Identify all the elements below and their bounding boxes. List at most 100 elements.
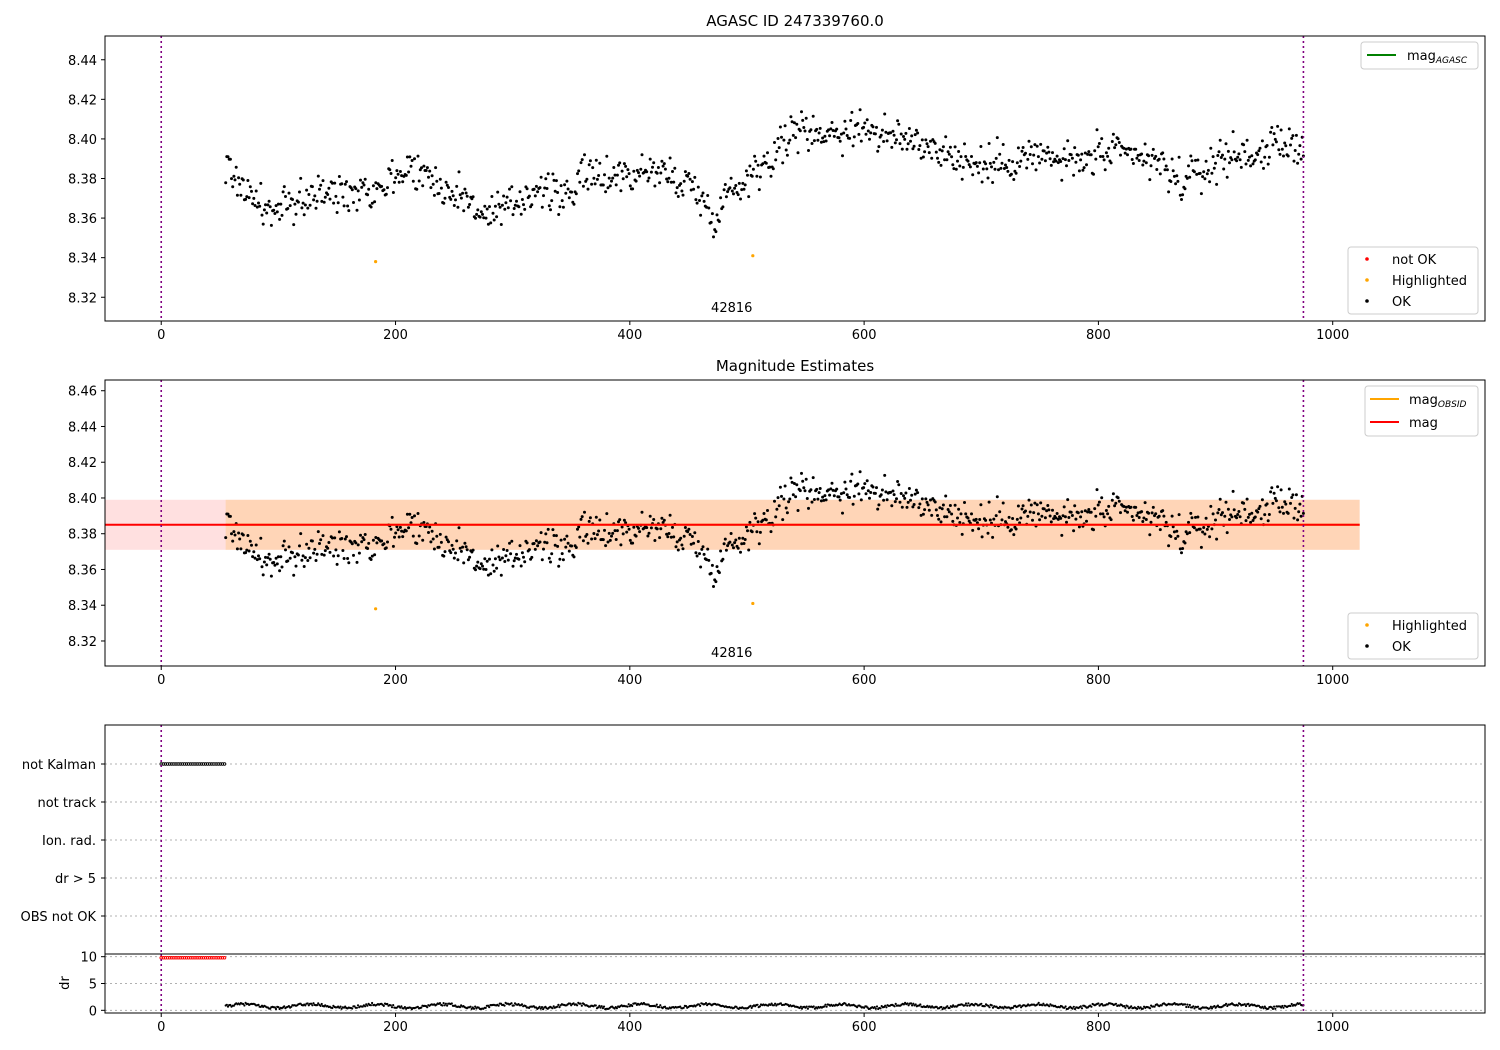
panel2-ok-point [1131,518,1135,522]
panel1-ok-point [391,191,395,194]
panel1-ok-point [658,181,662,185]
panel2-ok-point [237,531,241,535]
panel1-ok-point [1253,158,1257,162]
panel2-ok-point [1238,515,1242,519]
panel2-ok-point [823,494,827,498]
panel4-dr-red-point [210,956,214,960]
panel2-ok-point [744,525,748,529]
panel2-ok-point [809,488,813,492]
panel3-flag-point [203,762,208,766]
panel2-ok-point [574,546,578,549]
panel2-ok-point [815,487,819,491]
panel1-ok-point [296,200,300,204]
panel2-ok-point [1042,507,1046,511]
panel1-ok-point [1231,130,1235,134]
panel2-ok-point [743,538,747,541]
panel3-flag-point [186,762,191,766]
panel1-ok-point [967,163,971,167]
panel1-ok-point [417,179,421,183]
panel2-ok-point [750,530,754,534]
panel2-ok-point [590,537,594,541]
panel1-ok-point [431,182,435,186]
panel1-ok-point [1140,152,1144,156]
panel2-ok-point [463,541,467,545]
panel1-ok-point [442,201,446,205]
panel2-ok-point [400,529,404,533]
panel1-ok-point [811,114,815,118]
panel1-ok-point [497,202,501,206]
panel1-ok-point [503,207,507,211]
panel1-ok-point [1157,157,1161,161]
panel2-ok-point [346,557,350,560]
panel4-dr-point [274,1007,278,1011]
panel2-ok-point [1051,508,1054,512]
panel1-ok-point [1265,144,1269,147]
panel1-ytick-label: 8.34 [68,252,97,267]
panel1-ok-point [838,139,842,143]
panel2-ok-point [736,546,740,550]
panel1-ytick-label: 8.44 [68,54,97,69]
panel2-ok-point [959,512,963,516]
panel1-ok-point [1069,153,1073,157]
panel1-ok-point [509,199,513,203]
panel1-ok-point [518,190,522,194]
panel1-ok-point [905,147,909,151]
panel4-dr-point [331,1006,334,1010]
panel1-ok-point [262,208,266,212]
panel2-ok-point [1055,512,1059,515]
panel4-dr-point [484,1006,487,1010]
panel2-ok-point [729,532,733,535]
panel1-ok-point [911,147,915,151]
panel1-ok-point [898,142,902,146]
panel1-ok-point [334,194,338,198]
panel1-ok-point [570,190,574,194]
panel1-ok-point [746,173,749,177]
panel2-ok-point [483,557,487,561]
panel2-ok-point [1014,527,1018,531]
panel4-dr-point [973,1004,976,1007]
panel4-dr-point [257,1003,260,1007]
panel4-dr-point [912,1002,915,1005]
panel1-ok-point [1006,169,1010,173]
panel2-ok-point [1216,511,1220,515]
panel1-ok-point [410,159,414,162]
panel4-dr-point [273,1006,276,1009]
panel2-ok-point [666,535,670,539]
panel2-ok-point [1062,505,1066,509]
panel1-ok-point [1224,142,1228,146]
panel4-dr-point [442,1002,445,1005]
panel1-ok-point [1164,164,1168,168]
panel1-ok-point [475,212,479,216]
panel4-dr-point [1243,1003,1246,1006]
panel4-dr-point [287,1005,290,1008]
panel1-ok-point [926,145,930,149]
panel1-ok-point [588,159,592,163]
panel1-ok-point [624,164,628,168]
panel4-dr-point [682,1006,685,1009]
panel2-ok-point [367,541,371,545]
panel4-dr-point [1273,1005,1276,1008]
panel2-ok-point [849,479,853,483]
panel1-ok-point [1205,172,1209,176]
panel1-ok-point [876,149,880,153]
panel2-ok-point [588,516,592,520]
panel2-ok-point [1047,508,1051,512]
panel1-ok-point [1194,158,1197,162]
panel1-ok-point [1142,159,1146,163]
panel4-dr-red-point [201,956,206,960]
panel2-ok-point [1293,506,1297,510]
panel4-dr-point [1080,1007,1084,1010]
panel1-ok-point [1024,151,1027,155]
panel1-ok-point [230,177,233,181]
panel1-ok-point [318,187,321,191]
panel2-ok-point [401,535,405,539]
panel1-ok-point [709,220,713,224]
panel1-ok-point [438,177,442,181]
panel2-ok-point [926,503,930,507]
panel2-ok-point [938,506,942,510]
panel1-ok-point [662,162,666,166]
panel1-ok-point [437,192,441,195]
panel1-ok-point [1143,142,1147,146]
panel4-dr-point [980,1002,983,1005]
panel4-dr-point [634,1002,637,1005]
